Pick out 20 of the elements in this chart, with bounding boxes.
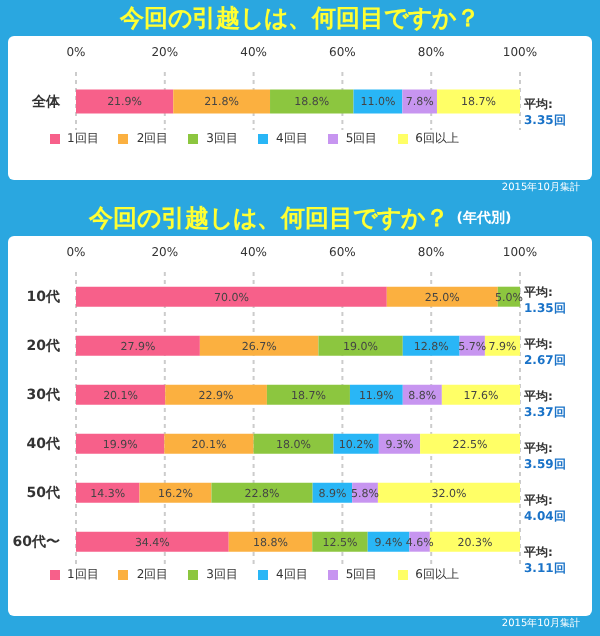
bar	[76, 335, 200, 356]
bar	[386, 286, 498, 307]
bar	[318, 335, 403, 356]
bar	[420, 433, 520, 454]
bar	[211, 482, 313, 503]
bar	[165, 384, 267, 405]
bar	[270, 89, 354, 114]
bar	[76, 286, 387, 307]
bar	[441, 384, 520, 405]
bar	[377, 482, 520, 503]
bar	[199, 335, 319, 356]
bar	[76, 89, 174, 114]
bar	[173, 89, 271, 114]
bar	[76, 531, 229, 552]
bar	[76, 384, 166, 405]
bar	[164, 433, 254, 454]
chart-title: 今回の引越しは、何回目ですか？	[88, 201, 449, 235]
bar	[266, 384, 350, 405]
chart-title: 今回の引越しは、何回目ですか？	[120, 1, 480, 35]
bar	[436, 89, 520, 114]
